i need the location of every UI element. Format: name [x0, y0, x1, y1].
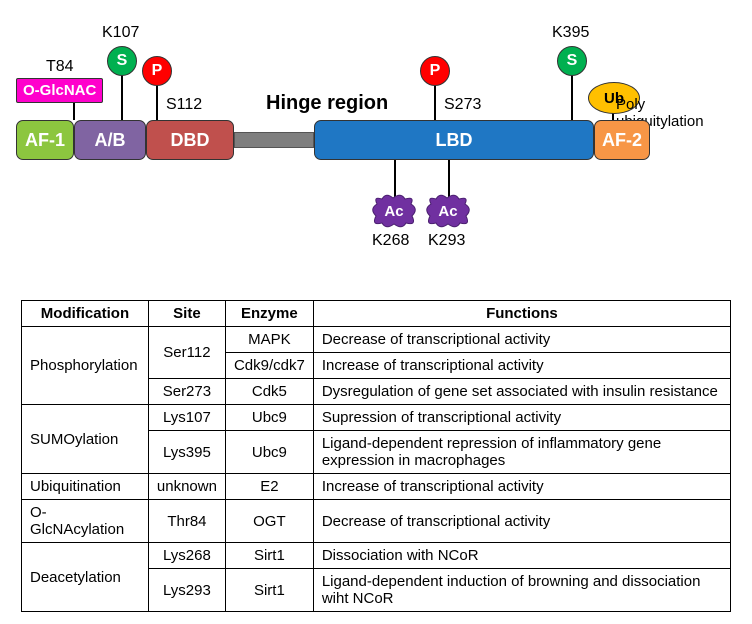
- cell-site: unknown: [148, 474, 225, 500]
- sumo-text: S: [117, 52, 128, 70]
- cell-function: Decrease of transcriptional activity: [313, 327, 730, 353]
- domain-ab: A/B: [74, 120, 146, 160]
- phos-badge-s112: P: [142, 56, 172, 86]
- table-row: PhosphorylationSer112MAPKDecrease of tra…: [22, 327, 731, 353]
- table-row: O-GlcNAcylationThr84OGTDecrease of trans…: [22, 500, 731, 543]
- col-enzyme: Enzyme: [225, 301, 313, 327]
- cell-modification: Deacetylation: [22, 543, 149, 612]
- cell-site: Lys268: [148, 543, 225, 569]
- ac-text: Ac: [384, 203, 403, 220]
- domain-lbd: LBD: [314, 120, 594, 160]
- cell-enzyme: Sirt1: [225, 543, 313, 569]
- oglcnac-badge: O-GlcNAC: [16, 78, 103, 103]
- cell-enzyme: E2: [225, 474, 313, 500]
- cell-modification: O-GlcNAcylation: [22, 500, 149, 543]
- col-functions: Functions: [313, 301, 730, 327]
- cell-site: Lys395: [148, 431, 225, 474]
- table-row: DeacetylationLys268Sirt1Dissociation wit…: [22, 543, 731, 569]
- cell-site: Ser112: [148, 327, 225, 379]
- table-row: SUMOylationLys107Ubc9Supression of trans…: [22, 405, 731, 431]
- domain-bar: AF-1A/BDBD LBDAF-2: [16, 120, 650, 160]
- site-label-t84: T84: [46, 58, 74, 76]
- cell-function: Supression of transcriptional activity: [313, 405, 730, 431]
- cell-site: Lys107: [148, 405, 225, 431]
- site-label-s273: S273: [444, 96, 481, 114]
- cell-site: Thr84: [148, 500, 225, 543]
- sumo-badge-k107: S: [107, 46, 137, 76]
- table-header-row: Modification Site Enzyme Functions: [22, 301, 731, 327]
- modifications-table: Modification Site Enzyme Functions Phosp…: [21, 300, 731, 612]
- cell-function: Ligand-dependent induction of browning a…: [313, 569, 730, 612]
- site-label-k395: K395: [552, 24, 589, 42]
- domain-af1: AF-1: [16, 120, 74, 160]
- cell-function: Decrease of transcriptional activity: [313, 500, 730, 543]
- cell-enzyme: Sirt1: [225, 569, 313, 612]
- cell-site: Lys293: [148, 569, 225, 612]
- phos-text: P: [152, 62, 163, 80]
- protein-domain-diagram: O-GlcNAC T84 S K107 P S112 Hinge region …: [16, 10, 736, 290]
- table-row: UbiquitinationunknownE2Increase of trans…: [22, 474, 731, 500]
- cell-function: Dissociation with NCoR: [313, 543, 730, 569]
- site-label-k293: K293: [428, 232, 465, 250]
- oglcnac-text: O-GlcNAC: [23, 82, 96, 99]
- domain-hinge: [234, 132, 314, 148]
- connector: [434, 82, 436, 120]
- col-modification: Modification: [22, 301, 149, 327]
- phos-text: P: [430, 62, 441, 80]
- domain-af2: AF-2: [594, 120, 650, 160]
- sumo-badge-k395: S: [557, 46, 587, 76]
- cell-modification: Phosphorylation: [22, 327, 149, 405]
- col-site: Site: [148, 301, 225, 327]
- cell-function: Increase of transcriptional activity: [313, 353, 730, 379]
- cell-enzyme: Cdk9/cdk7: [225, 353, 313, 379]
- cell-enzyme: Ubc9: [225, 405, 313, 431]
- cell-enzyme: OGT: [225, 500, 313, 543]
- cell-enzyme: Ubc9: [225, 431, 313, 474]
- cell-modification: SUMOylation: [22, 405, 149, 474]
- ac-text: Ac: [438, 203, 457, 220]
- ac-badge-k293: Ac: [425, 194, 471, 228]
- cell-function: Increase of transcriptional activity: [313, 474, 730, 500]
- ac-badge-k268: Ac: [371, 194, 417, 228]
- sumo-text: S: [567, 52, 578, 70]
- site-label-k268: K268: [372, 232, 409, 250]
- cell-function: Ligand-dependent repression of inflammat…: [313, 431, 730, 474]
- hinge-region-label: Hinge region: [266, 92, 388, 115]
- domain-dbd: DBD: [146, 120, 234, 160]
- cell-enzyme: MAPK: [225, 327, 313, 353]
- connector: [156, 82, 158, 120]
- cell-enzyme: Cdk5: [225, 379, 313, 405]
- site-label-k107: K107: [102, 24, 139, 42]
- connector: [121, 72, 123, 120]
- phos-badge-s273: P: [420, 56, 450, 86]
- cell-function: Dysregulation of gene set associated wit…: [313, 379, 730, 405]
- cell-site: Ser273: [148, 379, 225, 405]
- connector: [571, 72, 573, 120]
- cell-modification: Ubiquitination: [22, 474, 149, 500]
- site-label-s112: S112: [166, 96, 202, 114]
